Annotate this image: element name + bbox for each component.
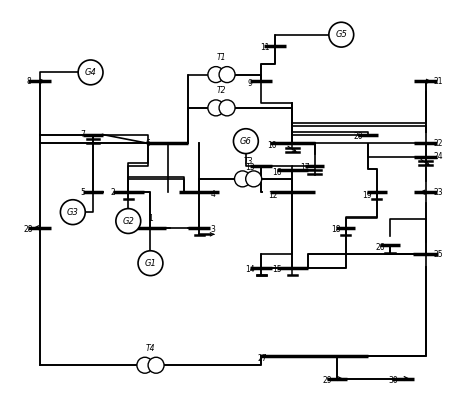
Text: 14: 14: [246, 266, 255, 274]
Text: 21: 21: [433, 77, 443, 86]
Text: 28: 28: [24, 225, 33, 234]
Text: 15: 15: [272, 266, 282, 274]
Text: 6: 6: [146, 139, 151, 148]
Text: 10: 10: [268, 141, 277, 150]
Text: 1: 1: [148, 214, 153, 223]
Text: 3: 3: [210, 225, 215, 234]
Circle shape: [60, 200, 85, 224]
Circle shape: [246, 171, 262, 187]
Circle shape: [78, 60, 103, 85]
Text: 12: 12: [268, 191, 277, 200]
Circle shape: [329, 22, 354, 47]
Circle shape: [116, 209, 141, 233]
Text: 24: 24: [433, 152, 443, 161]
Text: 13: 13: [246, 163, 255, 172]
Text: 4: 4: [210, 190, 215, 199]
Circle shape: [148, 357, 164, 373]
Text: 30: 30: [389, 376, 399, 385]
Text: 17: 17: [300, 163, 310, 172]
Text: 9: 9: [248, 79, 253, 88]
Text: G4: G4: [85, 68, 97, 77]
Text: 18: 18: [331, 225, 341, 234]
Text: G6: G6: [240, 137, 252, 145]
Text: 19: 19: [362, 191, 372, 200]
Text: 25: 25: [433, 250, 443, 259]
Text: 20: 20: [353, 132, 363, 141]
Text: 2: 2: [110, 188, 115, 197]
Circle shape: [208, 67, 224, 83]
Circle shape: [219, 100, 235, 116]
Text: 8: 8: [26, 77, 31, 86]
Text: 26: 26: [375, 243, 385, 252]
Text: 29: 29: [322, 376, 332, 385]
Circle shape: [208, 100, 224, 116]
Text: 16: 16: [272, 168, 282, 177]
Text: 5: 5: [81, 188, 85, 197]
Text: G2: G2: [122, 217, 134, 226]
Text: T1: T1: [217, 53, 226, 62]
Text: T2: T2: [217, 86, 226, 95]
Text: 11: 11: [260, 44, 270, 53]
Text: G1: G1: [145, 259, 156, 268]
Text: 23: 23: [433, 188, 443, 197]
Text: T3: T3: [243, 157, 253, 166]
Circle shape: [137, 357, 153, 373]
Circle shape: [235, 171, 250, 187]
Circle shape: [234, 129, 258, 154]
Text: 7: 7: [81, 130, 85, 139]
Text: G5: G5: [335, 30, 347, 39]
Text: 27: 27: [257, 354, 267, 363]
Circle shape: [138, 251, 163, 276]
Text: T4: T4: [146, 344, 155, 353]
Text: G3: G3: [67, 208, 79, 217]
Circle shape: [219, 67, 235, 83]
Text: 22: 22: [433, 139, 443, 148]
